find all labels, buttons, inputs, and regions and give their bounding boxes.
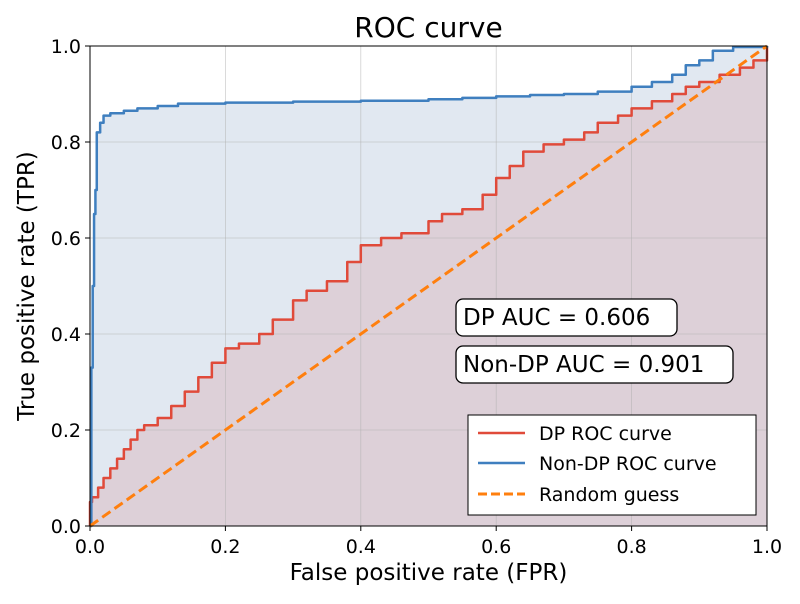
x-tick-label: 0.0 [75, 536, 105, 558]
y-tick-label: 0.6 [51, 228, 81, 250]
legend-label-dp: DP ROC curve [539, 423, 672, 445]
non-dp-auc-annotation: Non-DP AUC = 0.901 [455, 345, 734, 384]
x-tick-label: 1.0 [752, 536, 782, 558]
legend-box [467, 414, 757, 516]
legend: DP ROC curve Non-DP ROC curve Random gue… [467, 414, 757, 516]
x-tick-label: 0.2 [210, 536, 240, 558]
x-tick-label: 0.4 [346, 536, 376, 558]
ticks-layer: 0.0 0.2 0.4 0.6 0.8 1.0 0.0 0.2 0.4 0.6 0.8 1.0 [51, 36, 782, 558]
non-dp-auc-text: Non-DP AUC = 0.901 [463, 352, 704, 378]
dp-auc-box [455, 298, 678, 337]
x-tick-label: 0.6 [481, 536, 511, 558]
x-tick-label: 0.8 [616, 536, 646, 558]
chart-title: ROC curve [354, 11, 502, 44]
y-tick-label: 0.2 [51, 420, 81, 442]
y-tick-label: 1.0 [51, 36, 81, 58]
non-dp-auc-box [455, 345, 734, 384]
plot-frame [89, 45, 768, 527]
y-axis-label: True positive rate (TPR) [14, 151, 40, 422]
non-dp-roc-line [90, 45, 769, 528]
curves-layer [88, 44, 769, 528]
random-line [89, 44, 768, 528]
y-tick-label: 0.0 [51, 516, 81, 538]
legend-label-non-dp: Non-DP ROC curve [539, 453, 717, 475]
y-tick-label: 0.4 [51, 324, 81, 346]
legend-label-random: Random guess [539, 484, 679, 506]
y-tick-label: 0.8 [51, 132, 81, 154]
dp-roc-line [88, 46, 769, 526]
x-axis-label: False positive rate (FPR) [290, 560, 568, 586]
dp-auc-text: DP AUC = 0.606 [463, 305, 650, 331]
grid-layer [89, 45, 768, 527]
dp-auc-annotation: DP AUC = 0.606 [455, 298, 678, 337]
